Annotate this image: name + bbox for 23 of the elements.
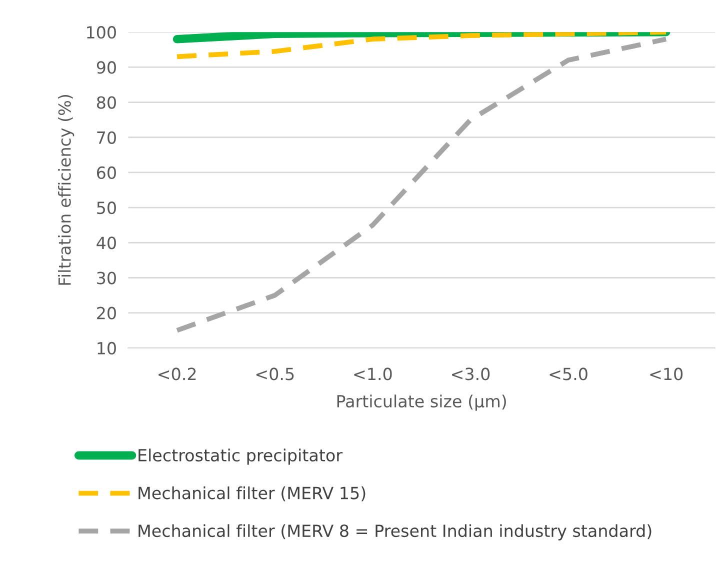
line-series	[174, 32, 668, 60]
x-axis-title: Particulate size (µm)	[337, 394, 506, 411]
y-tick-label: 50	[97, 202, 116, 214]
y-tick-label: 80	[96, 96, 116, 109]
x-tick-label: <10	[650, 368, 683, 380]
legend-label: Electrostatic precipitator	[138, 448, 342, 465]
x-tick-label: <0.2	[158, 368, 196, 380]
legend-label: Mechanical filter (MERV 15)	[138, 486, 366, 502]
legend-label: Mechanical filter (MERV 8 = Present Indian industry standard)	[138, 524, 652, 540]
y-tick-label: 100	[87, 26, 116, 39]
x-tick-label: <1.0	[354, 368, 392, 380]
y-tick-label: 30	[97, 272, 116, 284]
y-tick-label: 70	[97, 131, 116, 144]
y-tick-label: 10	[98, 342, 116, 355]
y-axis-title: Filtration efficiency (%)	[58, 95, 74, 285]
y-tick-label: 90	[96, 61, 116, 74]
line-series	[174, 36, 668, 333]
y-tick-label: 40	[96, 236, 116, 250]
y-tick-label: 20	[97, 306, 116, 320]
x-tick-label: <0.5	[256, 368, 294, 380]
x-tick-label: <3.0	[452, 368, 490, 380]
y-tick-label: 60	[97, 166, 116, 180]
x-tick-label: <5.0	[550, 368, 588, 380]
